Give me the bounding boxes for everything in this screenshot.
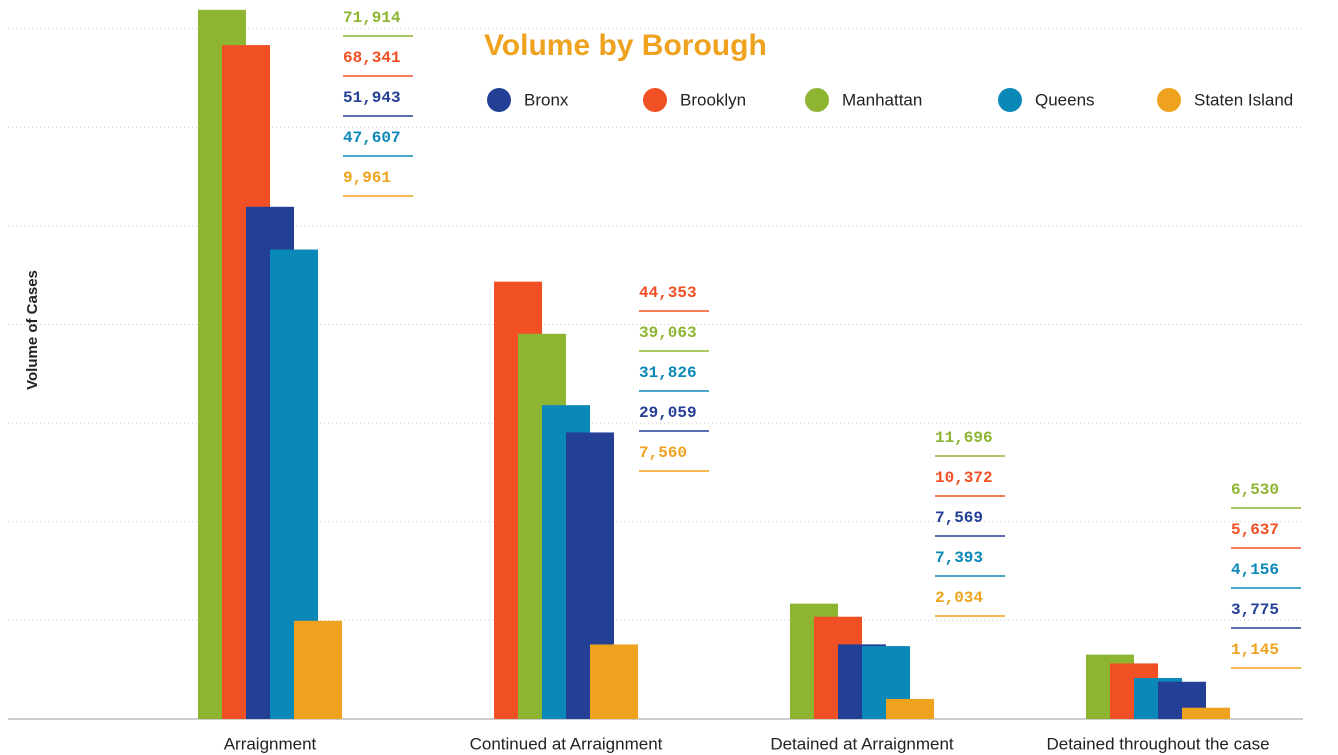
value-label: 10,372 bbox=[935, 469, 993, 487]
value-label: 39,063 bbox=[639, 324, 697, 342]
x-tick-label: Arraignment bbox=[224, 734, 317, 753]
legend-swatch bbox=[487, 88, 511, 112]
bar bbox=[1182, 707, 1230, 719]
bar bbox=[294, 620, 342, 719]
value-label: 51,943 bbox=[343, 89, 401, 107]
value-label: 7,393 bbox=[935, 549, 983, 567]
legend-label: Brooklyn bbox=[680, 90, 746, 109]
value-label: 7,569 bbox=[935, 509, 983, 527]
value-label: 29,059 bbox=[639, 404, 697, 422]
x-tick-label: Continued at Arraignment bbox=[470, 734, 663, 753]
legend-swatch bbox=[998, 88, 1022, 112]
value-label: 47,607 bbox=[343, 129, 401, 147]
legend-label: Manhattan bbox=[842, 90, 922, 109]
value-label: 3,775 bbox=[1231, 601, 1279, 619]
value-label: 44,353 bbox=[639, 284, 697, 302]
value-label: 2,034 bbox=[935, 589, 983, 607]
legend-swatch bbox=[805, 88, 829, 112]
value-label: 71,914 bbox=[343, 9, 401, 27]
value-label: 31,826 bbox=[639, 364, 697, 382]
value-label: 1,145 bbox=[1231, 641, 1279, 659]
chart-title: Volume by Borough bbox=[484, 29, 767, 62]
legend-label: Queens bbox=[1035, 90, 1095, 109]
value-label: 6,530 bbox=[1231, 481, 1279, 499]
value-label: 68,341 bbox=[343, 49, 401, 67]
x-tick-label: Detained at Arraignment bbox=[770, 734, 954, 753]
x-tick-label: Detained throughout the case bbox=[1046, 734, 1269, 753]
value-label: 5,637 bbox=[1231, 521, 1279, 539]
bar bbox=[590, 644, 638, 719]
value-label: 9,961 bbox=[343, 169, 391, 187]
legend-label: Staten Island bbox=[1194, 90, 1293, 109]
value-label: 11,696 bbox=[935, 429, 993, 447]
value-label: 7,560 bbox=[639, 444, 687, 462]
legend-label: Bronx bbox=[524, 90, 569, 109]
value-label: 4,156 bbox=[1231, 561, 1279, 579]
y-axis-label: Volume of Cases bbox=[24, 270, 41, 390]
legend-swatch bbox=[1157, 88, 1181, 112]
legend-swatch bbox=[643, 88, 667, 112]
bar bbox=[886, 698, 934, 719]
